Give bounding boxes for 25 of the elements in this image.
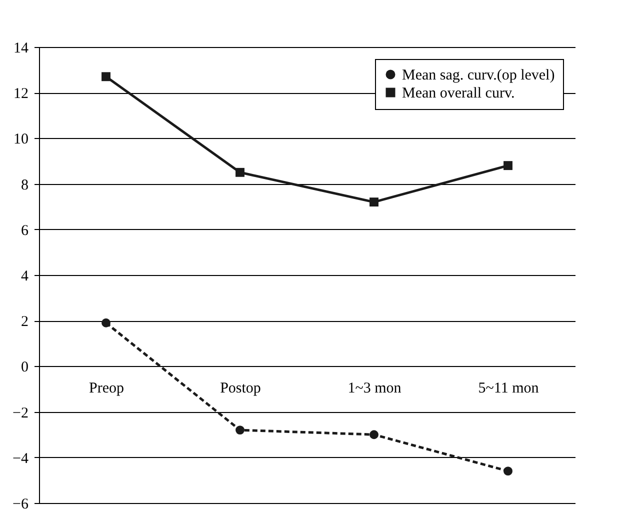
y-tick-label: 6 <box>21 222 29 239</box>
x-tick-label: 1~3 mon <box>348 380 402 397</box>
y-tick-label: 10 <box>14 132 28 148</box>
point <box>370 198 378 207</box>
x-tick-label: Postop <box>220 380 261 397</box>
y-tick-label: 2 <box>21 314 28 330</box>
point <box>102 318 110 328</box>
point <box>504 466 512 476</box>
y-tick-label: −4 <box>12 450 29 467</box>
point <box>504 161 512 170</box>
y-tick-label: 14 <box>14 40 29 56</box>
legend-label: Mean sag. curv.(op level) <box>402 68 555 84</box>
point <box>370 430 378 440</box>
y-tick-label: 8 <box>21 177 28 194</box>
x-tick-label: 5~11 mon <box>478 380 540 397</box>
point <box>236 168 244 177</box>
y-tick-label: 12 <box>14 86 28 102</box>
point <box>102 72 110 82</box>
y-tick-label: −2 <box>12 405 28 422</box>
point <box>236 426 244 435</box>
x-tick-label: Preop <box>89 380 124 397</box>
y-tick-label: 0 <box>21 360 28 376</box>
y-tick-label: −6 <box>12 496 29 512</box>
legend-label: Mean overall curv. <box>402 86 515 102</box>
y-tick-label: 4 <box>21 268 29 284</box>
